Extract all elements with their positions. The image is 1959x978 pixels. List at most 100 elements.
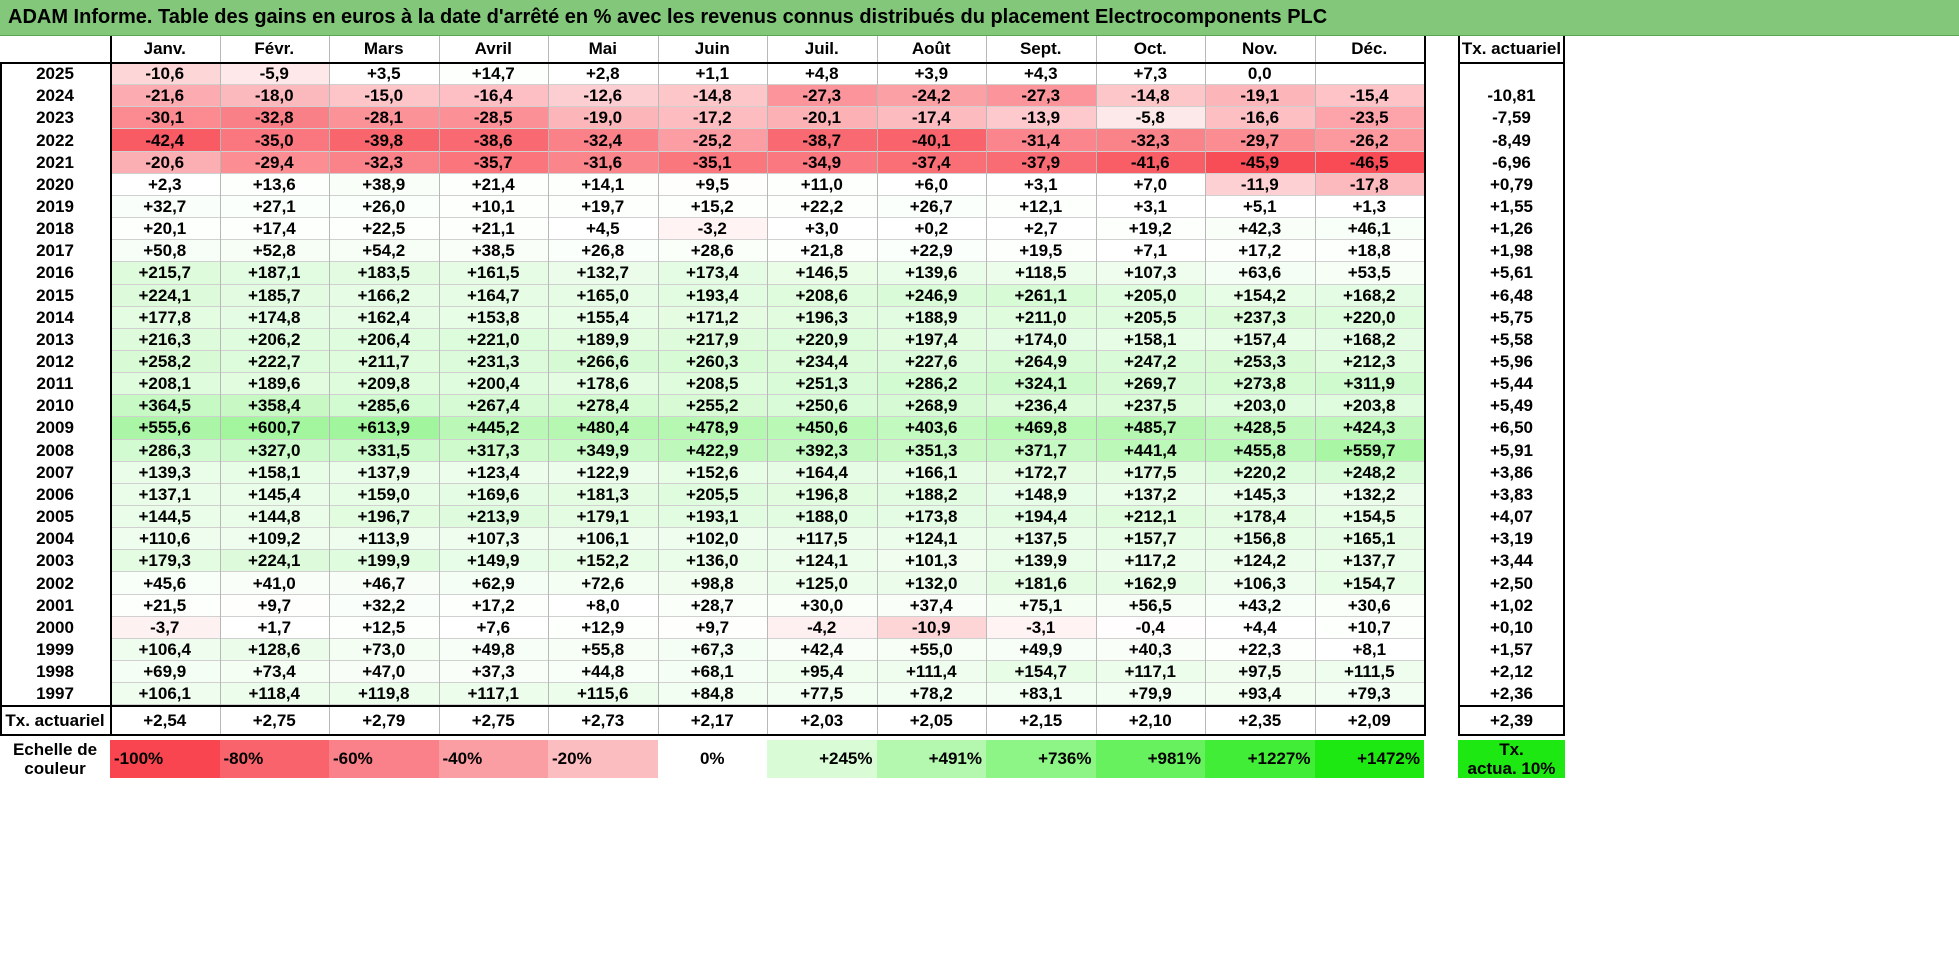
table-cell: +480,4	[548, 417, 658, 440]
table-cell: +26,7	[876, 195, 986, 219]
table-cell: +137,7	[1314, 550, 1424, 573]
table-cell: +203,8	[1314, 395, 1424, 418]
table-cell: -10,6	[110, 63, 220, 86]
table-cell: +106,1	[548, 528, 658, 551]
table-cell: +26,8	[548, 240, 658, 263]
legend-swatch: 0%	[657, 740, 767, 778]
table-cell: +52,8	[219, 240, 329, 263]
table-cell: +22,9	[876, 240, 986, 263]
table-cell: +253,3	[1205, 350, 1315, 374]
footer-cell: +2,75	[471, 711, 515, 731]
table-cell: +124,1	[767, 550, 877, 573]
table-cell: -42,4	[110, 129, 220, 152]
table-cell: +44,8	[548, 661, 658, 684]
rate-cell: +2,36	[1489, 684, 1533, 704]
table-cell: +269,7	[1095, 373, 1205, 396]
footer-cell: +2,75	[252, 711, 296, 731]
month-header: Avril	[474, 39, 512, 58]
table-cell: +181,3	[548, 483, 658, 506]
table-cell: +12,5	[329, 616, 439, 639]
table-cell: +47,0	[329, 661, 439, 684]
table-cell: +4,5	[548, 218, 658, 241]
table-cell: -25,2	[657, 129, 767, 152]
table-cell: +106,1	[110, 683, 220, 706]
table-cell: +67,3	[657, 638, 767, 662]
rate-cell: +1,98	[1489, 241, 1533, 261]
table-cell: +136,0	[657, 550, 767, 573]
table-cell: +9,5	[657, 173, 767, 196]
table-cell: +237,3	[1205, 306, 1315, 329]
table-cell: +261,1	[986, 284, 1096, 307]
table-cell: +403,6	[876, 417, 986, 440]
table-cell: -15,4	[1314, 85, 1424, 108]
table-cell: +63,6	[1205, 262, 1315, 285]
legend-swatch: +736%	[986, 740, 1096, 778]
table-cell: +250,6	[767, 395, 877, 418]
month-header: Août	[911, 39, 951, 58]
table-cell: +211,0	[986, 306, 1096, 329]
table-cell: +194,4	[986, 506, 1096, 529]
table-cell: -11,9	[1205, 173, 1315, 196]
table-cell: +21,1	[438, 218, 548, 241]
table-cell: +18,8	[1314, 240, 1424, 263]
table-cell: -34,9	[767, 151, 877, 174]
table-cell: +173,8	[876, 506, 986, 529]
rate-cell: +1,26	[1489, 219, 1533, 239]
table-cell: +478,9	[657, 417, 767, 440]
table-cell: -5,9	[219, 63, 329, 86]
column-separator	[767, 36, 768, 735]
legend-swatch: -100%	[110, 740, 220, 778]
table-cell: +55,0	[876, 638, 986, 662]
table-cell: +145,4	[219, 483, 329, 506]
month-header: Juin	[694, 39, 730, 58]
table-cell: +46,7	[329, 572, 439, 595]
table-cell: +222,7	[219, 350, 329, 374]
table-cell: +189,6	[219, 373, 329, 396]
table-cell: -39,8	[329, 129, 439, 152]
table-cell: +144,8	[219, 506, 329, 529]
table-cell: +62,9	[438, 572, 548, 595]
table-cell: +171,2	[657, 306, 767, 329]
year-label: 2023	[36, 108, 74, 128]
footer-cell: +2,10	[1128, 711, 1172, 731]
table-cell: -21,6	[110, 85, 220, 108]
rate-cell: +5,44	[1489, 374, 1533, 394]
table-cell: +9,7	[219, 594, 329, 617]
table-cell: +78,2	[876, 683, 986, 706]
table-cell: +83,1	[986, 683, 1096, 706]
table-cell: -17,8	[1314, 173, 1424, 196]
table-cell: +286,3	[110, 439, 220, 462]
table-cell: +196,7	[329, 506, 439, 529]
table-cell: +227,6	[876, 350, 986, 374]
table-cell: +8,1	[1314, 638, 1424, 662]
table-cell: +188,9	[876, 306, 986, 329]
table-cell: +331,5	[329, 439, 439, 462]
table-cell: -14,8	[657, 85, 767, 108]
table-cell: +55,8	[548, 638, 658, 662]
table-cell: +137,1	[110, 483, 220, 506]
table-cell: -19,0	[548, 107, 658, 130]
table-cell: -35,0	[219, 129, 329, 152]
table-cell: +144,5	[110, 506, 220, 529]
table-cell: +42,4	[767, 638, 877, 662]
table-cell: +101,3	[876, 550, 986, 573]
year-label: 1999	[36, 639, 74, 659]
table-cell: +187,1	[219, 262, 329, 285]
table-cell: -0,4	[1095, 616, 1205, 639]
table-cell: +22,2	[767, 195, 877, 219]
table-cell: +102,0	[657, 528, 767, 551]
table-cell: +117,5	[767, 528, 877, 551]
table-cell: +286,2	[876, 373, 986, 396]
table-cell: +273,8	[1205, 373, 1315, 396]
table-cell: +49,9	[986, 638, 1096, 662]
table-cell: +251,3	[767, 373, 877, 396]
table-cell: +200,4	[438, 373, 548, 396]
table-cell	[1314, 63, 1424, 86]
table-cell: -38,7	[767, 129, 877, 152]
table-cell: +3,1	[986, 173, 1096, 196]
table-cell: -17,2	[657, 107, 767, 130]
table-cell: +555,6	[110, 417, 220, 440]
rate-cell: +3,44	[1489, 551, 1533, 571]
legend-swatch: +1472%	[1314, 740, 1424, 778]
table-cell: +68,1	[657, 661, 767, 684]
